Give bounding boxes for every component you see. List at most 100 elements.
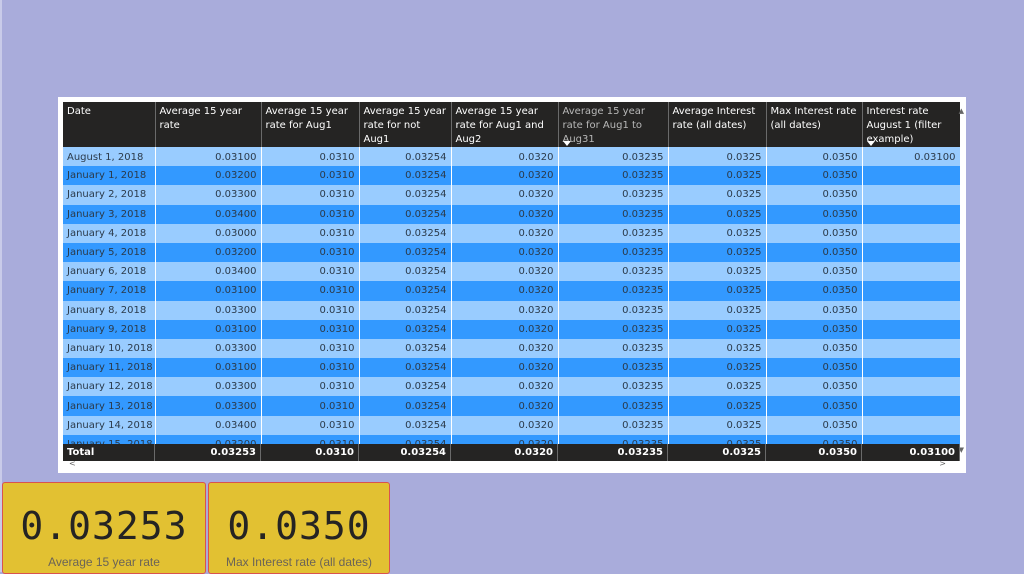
- value-cell: 0.0350: [766, 415, 863, 435]
- value-cell: 0.0310: [261, 396, 360, 416]
- value-cell: 0.03200: [155, 434, 262, 446]
- column-header[interactable]: Date: [63, 102, 156, 147]
- value-cell: 0.0325: [668, 223, 767, 243]
- card-label: Max Interest rate (all dates): [225, 555, 373, 569]
- table-row[interactable]: January 9, 2018 0.03100 0.0310 0.03254 0.032…: [63, 319, 960, 339]
- value-cell: [862, 262, 960, 282]
- value-cell: 0.0310: [261, 319, 360, 339]
- value-cell: 0.0310: [261, 262, 360, 282]
- value-cell: 0.03200: [155, 242, 262, 263]
- value-cell: 0.0325: [668, 300, 767, 320]
- value-cell: 0.0325: [668, 358, 767, 378]
- table-body-viewport[interactable]: August 1, 2018 0.03100 0.0310 0.03254 0.0320…: [63, 147, 960, 446]
- value-cell: 0.0320: [451, 396, 559, 416]
- table-visual[interactable]: Date Average 15 year rate Average 15 year …: [58, 97, 966, 473]
- table-row[interactable]: January 11, 2018 0.03100 0.0310 0.03254 0.03…: [63, 358, 960, 378]
- value-cell: 0.03400: [155, 262, 262, 282]
- scroll-right-icon[interactable]: >: [939, 459, 946, 468]
- value-cell: 0.0320: [451, 358, 559, 378]
- column-header[interactable]: Max Interest rate (all dates): [766, 102, 863, 147]
- column-header[interactable]: Average Interest rate (all dates): [668, 102, 767, 147]
- table-row[interactable]: January 12, 2018 0.03300 0.0310 0.03254 0.03…: [63, 377, 960, 397]
- value-cell: 0.03254: [359, 319, 452, 339]
- table-row[interactable]: January 14, 2018 0.03400 0.0310 0.03254 0.03…: [63, 415, 960, 435]
- total-value: 0.0310: [261, 444, 359, 461]
- value-cell: 0.0325: [668, 377, 767, 397]
- value-cell: 0.0325: [668, 319, 767, 339]
- value-cell: 0.0350: [766, 358, 863, 378]
- table-row[interactable]: January 6, 2018 0.03400 0.0310 0.03254 0.032…: [63, 262, 960, 282]
- column-header[interactable]: Average 15 year rate for not Aug1: [359, 102, 452, 147]
- column-header[interactable]: Average 15 year rate for Aug1 to Aug31: [558, 102, 669, 147]
- column-header[interactable]: Average 15 year rate for Aug1 and Aug2: [451, 102, 559, 147]
- date-cell: January 4, 2018: [63, 223, 156, 243]
- table-row[interactable]: January 2, 2018 0.03300 0.0310 0.03254 0.032…: [63, 185, 960, 205]
- value-cell: [862, 415, 960, 435]
- data-table: Date Average 15 year rate Average 15 year …: [63, 102, 960, 147]
- scroll-up-icon[interactable]: ▲: [958, 107, 964, 115]
- table-row[interactable]: January 8, 2018 0.03300 0.0310 0.03254 0.032…: [63, 300, 960, 320]
- table-row[interactable]: January 4, 2018 0.03000 0.0310 0.03254 0.032…: [63, 223, 960, 243]
- value-cell: 0.0325: [668, 262, 767, 282]
- value-cell: 0.0350: [766, 185, 863, 205]
- value-cell: 0.03200: [155, 166, 262, 186]
- column-header[interactable]: Average 15 year rate: [155, 102, 262, 147]
- value-cell: 0.0320: [451, 434, 559, 446]
- column-header[interactable]: Interest rate August 1 (filter example): [862, 102, 960, 147]
- value-cell: 0.03235: [558, 223, 669, 243]
- value-cell: 0.03235: [558, 377, 669, 397]
- column-header-label: Max Interest rate (all dates): [770, 106, 857, 131]
- value-cell: 0.0325: [668, 434, 767, 446]
- value-cell: 0.0320: [451, 262, 559, 282]
- table-row[interactable]: January 3, 2018 0.03400 0.0310 0.03254 0.032…: [63, 204, 960, 224]
- table-row[interactable]: January 5, 2018 0.03200 0.0310 0.03254 0.032…: [63, 242, 960, 263]
- value-cell: 0.03235: [558, 338, 669, 359]
- value-cell: 0.03254: [359, 415, 452, 435]
- value-cell: 0.0320: [451, 319, 559, 339]
- value-cell: 0.03235: [558, 281, 669, 301]
- table-row[interactable]: January 7, 2018 0.03100 0.0310 0.03254 0.032…: [63, 281, 960, 301]
- value-cell: 0.0310: [261, 434, 360, 446]
- value-cell: 0.03235: [558, 434, 669, 446]
- card-label: Average 15 year rate: [48, 555, 160, 569]
- value-cell: 0.03254: [359, 223, 452, 243]
- column-header[interactable]: Average 15 year rate for Aug1: [261, 102, 360, 147]
- value-cell: 0.0325: [668, 415, 767, 435]
- value-cell: 0.03400: [155, 204, 262, 224]
- sort-descending-icon[interactable]: [562, 141, 571, 146]
- value-cell: 0.0320: [451, 223, 559, 243]
- scroll-left-icon[interactable]: <: [69, 459, 76, 468]
- value-cell: 0.03000: [155, 223, 262, 243]
- value-cell: 0.0325: [668, 147, 767, 167]
- card-value: 0.03253: [20, 504, 188, 548]
- value-cell: 0.03254: [359, 262, 452, 282]
- date-cell: January 9, 2018: [63, 319, 156, 339]
- date-cell: January 8, 2018: [63, 300, 156, 320]
- total-value: 0.03235: [558, 444, 668, 461]
- table-row[interactable]: January 13, 2018 0.03300 0.0310 0.03254 0.03…: [63, 396, 960, 416]
- table-grid: Date Average 15 year rate Average 15 year …: [63, 102, 960, 458]
- value-cell: 0.0350: [766, 319, 863, 339]
- value-cell: 0.03235: [558, 300, 669, 320]
- value-cell: 0.0325: [668, 281, 767, 301]
- value-cell: 0.0325: [668, 396, 767, 416]
- value-cell: 0.0325: [668, 166, 767, 186]
- table-row[interactable]: August 1, 2018 0.03100 0.0310 0.03254 0.0320…: [63, 147, 960, 167]
- value-cell: [862, 319, 960, 339]
- date-cell: January 13, 2018: [63, 396, 156, 416]
- card-max-interest-rate[interactable]: 0.0350 Max Interest rate (all dates): [208, 482, 390, 574]
- date-cell: January 6, 2018: [63, 262, 156, 282]
- value-cell: 0.0320: [451, 281, 559, 301]
- horizontal-scrollbar[interactable]: < >: [63, 459, 960, 470]
- value-cell: 0.03235: [558, 319, 669, 339]
- table-row[interactable]: January 10, 2018 0.03300 0.0310 0.03254 0.03…: [63, 338, 960, 359]
- table-row[interactable]: January 1, 2018 0.03200 0.0310 0.03254 0.032…: [63, 166, 960, 186]
- value-cell: 0.03254: [359, 281, 452, 301]
- card-average-15-year-rate[interactable]: 0.03253 Average 15 year rate: [2, 482, 206, 574]
- table-row[interactable]: January 15, 2018 0.03200 0.0310 0.03254 0.03…: [63, 434, 960, 446]
- sort-descending-icon[interactable]: [866, 141, 875, 146]
- value-cell: 0.0350: [766, 434, 863, 446]
- column-header-label: Interest rate August 1 (filter example): [866, 106, 942, 145]
- value-cell: 0.03254: [359, 377, 452, 397]
- scroll-down-icon[interactable]: ▼: [958, 446, 964, 454]
